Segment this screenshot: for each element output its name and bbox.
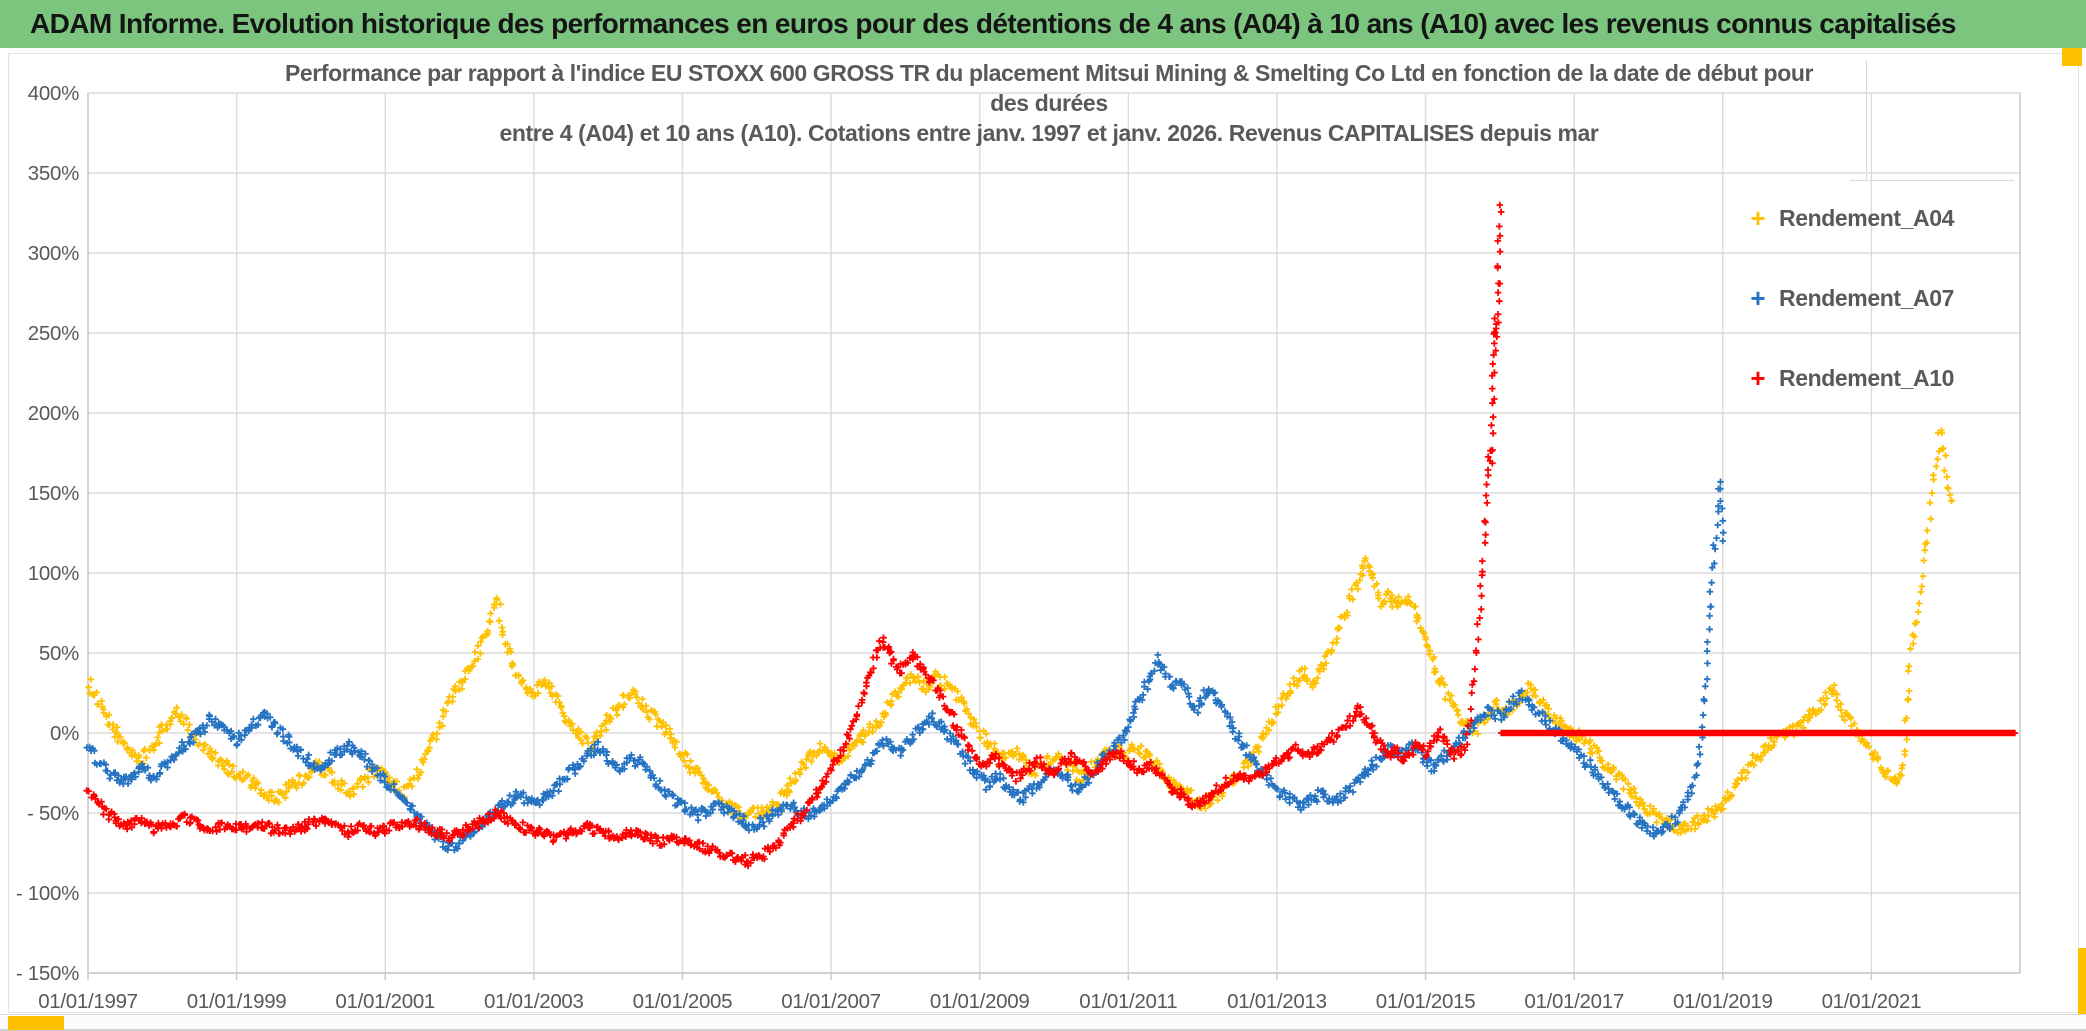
y-axis-label: 250% <box>28 322 79 345</box>
header-title: ADAM Informe. Evolution historique des p… <box>30 8 1956 39</box>
legend-label: Rendement_A07 <box>1779 284 1955 311</box>
series-Rendement_A10[interactable] <box>83 201 2019 870</box>
chart-frame[interactable] <box>8 53 2079 1013</box>
selection-edge-right <box>2078 948 2086 1031</box>
x-axis-label: 01/01/2001 <box>335 990 435 1013</box>
legend-marker-icon: + <box>1750 363 1766 393</box>
legend-marker-icon: + <box>1750 283 1766 313</box>
y-axis-label: 50% <box>39 642 79 665</box>
legend-item-Rendement_A10[interactable]: + Rendement_A10 <box>1745 363 1954 393</box>
chart-title-line: Performance par rapport à l'indice EU ST… <box>284 60 1814 86</box>
titlebox-edge-horizontal <box>1850 180 2014 181</box>
y-axis-label: 0% <box>50 722 79 745</box>
chart-title-line: entre 4 (A04) et 10 ans (A10). Cotations… <box>499 120 1599 146</box>
x-axis-label: 01/01/2015 <box>1376 990 1476 1013</box>
legend-marker-icon: + <box>1750 203 1766 233</box>
x-axis-label: 01/01/2017 <box>1524 990 1624 1013</box>
y-axis-label: 150% <box>28 482 79 505</box>
y-axis-label: 350% <box>28 162 79 185</box>
y-axis-label: - 150% <box>16 962 79 985</box>
bottom-scroll-strip[interactable] <box>0 1014 2086 1031</box>
x-axis-label: 01/01/1999 <box>187 990 287 1013</box>
y-axis-label: 100% <box>28 562 79 585</box>
x-axis-label: 01/01/2019 <box>1673 990 1773 1013</box>
y-axis-label: - 100% <box>16 882 79 905</box>
y-axis-label: 200% <box>28 402 79 425</box>
legend-label: Rendement_A10 <box>1779 364 1955 391</box>
titlebox-edge-vertical <box>1866 60 1867 181</box>
chart-title-line: des durées <box>990 90 1108 116</box>
header-bar: ADAM Informe. Evolution historique des p… <box>0 0 2086 48</box>
y-axis-label: - 50% <box>27 802 79 825</box>
series-Rendement_A04[interactable] <box>85 427 1955 837</box>
y-axis-label: 300% <box>28 242 79 265</box>
x-axis-label: 01/01/2011 <box>1079 990 1177 1013</box>
chart-title: Performance par rapport à l'indice EU ST… <box>88 58 2010 148</box>
legend-item-Rendement_A04[interactable]: + Rendement_A04 <box>1745 203 1954 233</box>
x-axis-label: 01/01/2009 <box>930 990 1030 1013</box>
x-axis-label: 01/01/2021 <box>1822 990 1922 1013</box>
selection-handle-top-right <box>2062 48 2082 66</box>
legend-item-Rendement_A07[interactable]: + Rendement_A07 <box>1745 283 1954 313</box>
y-axis-label: 400% <box>28 82 79 105</box>
selection-handle-bottom-left <box>8 1016 64 1030</box>
x-axis-label: 01/01/2003 <box>484 990 584 1013</box>
x-axis-label: 01/01/2013 <box>1227 990 1327 1013</box>
x-axis-label: 01/01/1997 <box>38 990 138 1013</box>
series-Rendement_A07[interactable] <box>83 478 1727 854</box>
x-axis-label: 01/01/2005 <box>633 990 733 1013</box>
x-axis-label: 01/01/2007 <box>781 990 881 1013</box>
legend-label: Rendement_A04 <box>1779 204 1955 231</box>
